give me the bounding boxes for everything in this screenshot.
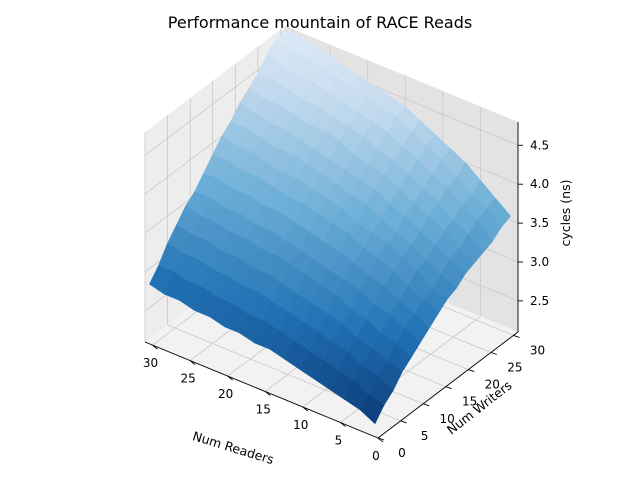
y-tick-label: 15 (462, 395, 477, 409)
x-tick-label: 30 (143, 356, 158, 370)
x-tick-mark (340, 422, 346, 427)
x-axis-label: Num Readers (191, 428, 276, 467)
x-tick-label: 25 (180, 372, 195, 386)
x-tick-mark (227, 375, 233, 381)
x-tick-mark (189, 360, 196, 365)
y-tick-label: 30 (530, 343, 545, 357)
z-tick-label: 4.5 (530, 138, 549, 152)
z-tick-label: 3.5 (530, 216, 549, 230)
z-tick-label: 3.0 (530, 255, 549, 269)
y-tick-label: 20 (485, 378, 500, 392)
x-tick-label: 5 (335, 434, 343, 448)
y-tick-mark (513, 334, 520, 338)
z-tick-label: 2.5 (530, 294, 549, 308)
y-tick-mark (445, 386, 452, 390)
x-tick-mark (265, 391, 271, 396)
y-tick-mark (468, 369, 475, 373)
x-tick-label: 15 (256, 403, 271, 417)
x-axis-line (144, 341, 379, 439)
y-tick-label: 25 (507, 361, 522, 375)
x-tick-mark (152, 344, 158, 350)
y-tick-mark (423, 403, 430, 407)
surface-plot (149, 29, 511, 425)
y-tick-label: 5 (421, 429, 429, 443)
y-tick-mark (490, 352, 498, 355)
tick-labels: 0 5 10 15 20 25 30 0 5 10 15 20 25 30 2.5 3.0 3.5 4.0 4.5 (143, 138, 549, 463)
x-tick-label: 20 (218, 387, 233, 401)
y-axis-label: Num Writers (444, 378, 515, 438)
z-tick-label: 4.0 (530, 177, 549, 191)
chart-title: Performance mountain of RACE Reads (168, 13, 472, 32)
y-axis-line (377, 331, 519, 439)
x-tick-label: 10 (293, 418, 308, 432)
axis-lines (144, 122, 523, 443)
y-tick-mark (400, 420, 407, 424)
x-tick-mark (302, 406, 309, 412)
y-tick-label: 10 (440, 412, 455, 426)
y-tick-label: 0 (398, 446, 406, 460)
y-tick-mark (377, 437, 385, 441)
x-tick-label: 0 (372, 449, 380, 463)
z-axis-label: cycles (ns) (558, 180, 573, 247)
surface-facet (359, 394, 385, 425)
